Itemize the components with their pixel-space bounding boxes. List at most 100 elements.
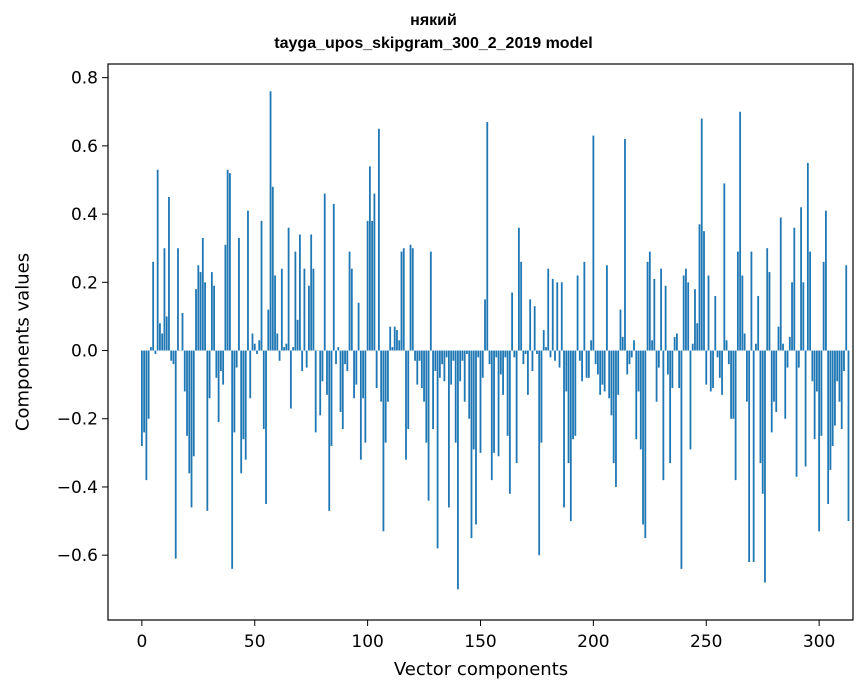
bar: [362, 350, 365, 399]
bar: [423, 350, 425, 402]
bar: [425, 350, 428, 443]
bar: [764, 350, 766, 583]
bar: [389, 326, 392, 351]
bar: [149, 347, 152, 351]
bar: [154, 350, 157, 354]
bar: [527, 350, 529, 395]
bar: [594, 350, 597, 365]
bar: [414, 350, 416, 361]
bar: [621, 336, 624, 351]
bar: [642, 350, 644, 525]
x-axis: 0 50 100 150 200 250 300: [136, 620, 835, 652]
bar: [447, 350, 450, 508]
bar: [244, 350, 247, 460]
bar: [328, 350, 331, 511]
bar: [770, 350, 773, 433]
bar: [181, 313, 184, 351]
bar: [454, 350, 457, 443]
bar: [736, 251, 739, 351]
bar: [836, 350, 839, 382]
bar: [676, 333, 678, 351]
bar: [387, 350, 389, 402]
bar: [359, 350, 362, 460]
bar: [549, 350, 552, 358]
bar: [168, 197, 170, 351]
x-tick-label: 0: [136, 632, 147, 652]
bar: [235, 350, 238, 368]
bar: [804, 350, 807, 467]
bar: [201, 237, 204, 351]
bar: [698, 224, 701, 351]
bar: [332, 203, 335, 351]
bar: [490, 350, 493, 481]
bar: [341, 350, 344, 429]
bar: [323, 193, 326, 351]
bar: [718, 350, 721, 378]
bar: [314, 350, 317, 433]
bar: [493, 350, 495, 453]
bar: [457, 350, 459, 590]
bar: [757, 295, 760, 351]
bar: [353, 350, 355, 399]
bar: [310, 234, 313, 351]
bar: [420, 350, 423, 389]
bar: [495, 350, 498, 358]
bar: [459, 350, 462, 382]
bar: [481, 350, 484, 378]
bar: [170, 350, 173, 361]
bar: [396, 330, 398, 351]
bar: [262, 350, 265, 429]
bar: [335, 350, 337, 365]
bar: [793, 227, 796, 351]
bar: [524, 350, 527, 354]
bar: [289, 350, 292, 409]
bar: [222, 350, 225, 385]
bar: [784, 350, 787, 419]
bar: [145, 350, 148, 481]
bar: [827, 350, 830, 505]
bar: [256, 350, 258, 354]
bar: [596, 350, 599, 375]
bar: [739, 111, 742, 351]
y-tick-label: −0.2: [57, 410, 98, 430]
bar: [725, 340, 728, 351]
bar: [831, 350, 834, 447]
bar: [165, 316, 168, 351]
bar: [802, 282, 805, 351]
bar: [538, 350, 541, 556]
bar: [393, 326, 396, 351]
bar: [727, 350, 730, 365]
bar: [265, 350, 267, 505]
bar: [775, 350, 778, 412]
bar: [745, 350, 748, 402]
bar: [669, 350, 672, 464]
bar: [716, 350, 719, 358]
bar: [847, 350, 850, 522]
bar: [845, 265, 848, 351]
bar: [673, 336, 676, 351]
bar: [752, 350, 755, 563]
bar: [278, 350, 281, 361]
bar: [441, 350, 444, 365]
bar: [703, 231, 705, 351]
bar: [330, 350, 333, 447]
bar: [432, 350, 434, 429]
bar: [664, 285, 667, 351]
bar: [382, 350, 385, 532]
bars-group: [140, 91, 850, 590]
bar: [748, 350, 751, 563]
bar: [283, 347, 285, 351]
bar: [240, 350, 243, 474]
bar: [685, 268, 687, 351]
bar: [554, 350, 556, 361]
bar: [238, 237, 240, 351]
bar: [522, 350, 525, 365]
bar: [743, 333, 746, 351]
bar: [560, 282, 563, 351]
bar: [773, 350, 775, 402]
bar: [436, 350, 439, 549]
bar: [418, 350, 421, 361]
y-tick-label: 0.0: [71, 342, 98, 362]
bar: [691, 343, 694, 351]
bar: [452, 350, 455, 361]
